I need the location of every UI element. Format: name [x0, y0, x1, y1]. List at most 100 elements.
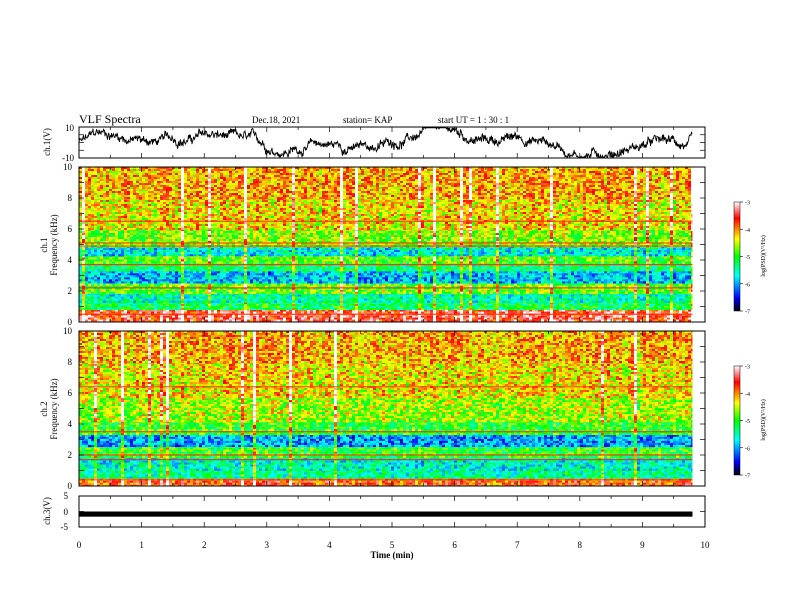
spectrogram-cell	[511, 296, 515, 299]
spectrogram-cell	[196, 307, 200, 311]
spectrogram-cell	[82, 307, 86, 311]
spectrogram-cell	[364, 311, 368, 314]
spectrogram-cell	[499, 271, 503, 274]
spectrogram-cell	[340, 271, 344, 274]
spectrogram-cell	[340, 296, 344, 299]
spectrogram-cell	[628, 285, 632, 288]
spectrogram-cell	[655, 300, 659, 303]
spectrogram-cell	[163, 315, 167, 318]
spectrogram-cell	[475, 307, 479, 311]
spectrogram-cell	[478, 291, 482, 294]
spectrogram-cell	[370, 309, 374, 312]
spectrogram-cell	[106, 285, 110, 288]
spectrogram-cell	[652, 287, 656, 290]
spectrogram-cell	[514, 285, 518, 288]
spectrogram-cell	[334, 271, 338, 274]
spectrogram-cell	[568, 300, 572, 303]
spectrogram-cell	[574, 309, 578, 312]
spectrogram-cell	[457, 287, 461, 290]
spectrogram-cell	[220, 315, 224, 318]
spectrogram-cell	[499, 311, 503, 314]
spectrogram-cell	[547, 303, 551, 307]
spectrogram-cell	[319, 287, 323, 290]
spectrogram-cell	[334, 311, 338, 314]
spectrogram-cell	[103, 296, 107, 299]
spectrogram-cell	[400, 291, 404, 294]
spectrogram-cell	[511, 287, 515, 290]
spectrogram-cell	[88, 291, 92, 294]
spectrogram-cell	[289, 305, 293, 309]
spectrogram-cell	[472, 298, 476, 301]
spectrogram-cell	[163, 287, 167, 290]
spectrogram-cell	[304, 283, 308, 286]
spectrogram-cell	[241, 283, 245, 286]
spectrogram-cell	[511, 303, 515, 307]
spectrogram-cell	[478, 294, 482, 297]
spectrogram-cell	[283, 307, 287, 311]
spectrogram-cell	[136, 283, 140, 286]
spectrogram-cell	[79, 305, 83, 309]
spectrogram-cell	[223, 303, 227, 307]
spectrogram-cell	[193, 315, 197, 318]
spectrogram-cell	[385, 287, 389, 290]
spectrogram-cell	[274, 287, 278, 290]
spectrogram-cell	[151, 319, 155, 322]
spectrogram-cell	[490, 305, 494, 309]
spectrogram-cell	[622, 287, 626, 290]
spectrogram-cell	[211, 289, 215, 292]
spectrogram-cell	[463, 285, 467, 288]
spectrogram-cell	[394, 285, 398, 288]
spectrogram-cell	[622, 298, 626, 301]
spectrogram-cell	[220, 317, 224, 320]
spectrogram-cell	[601, 298, 605, 301]
spectrogram-cell	[334, 294, 338, 297]
spectrogram-cell	[535, 285, 539, 288]
spectrogram-cell	[643, 309, 647, 312]
spectrogram-cell	[454, 300, 458, 303]
spectrogram-cell	[664, 285, 668, 288]
spectrogram-cell	[580, 315, 584, 318]
spectrogram-cell	[382, 317, 386, 320]
spectrogram-cell	[637, 271, 641, 274]
spectrogram-cell	[469, 289, 473, 292]
spectrogram-cell	[631, 296, 635, 299]
spectrogram-cell	[286, 294, 290, 297]
spectrogram-cell	[574, 291, 578, 294]
spectrogram-cell	[85, 285, 89, 288]
spectrogram-cell	[400, 319, 404, 322]
spectrogram-cell	[502, 305, 506, 309]
spectrogram-cell	[649, 287, 653, 290]
spectrogram-cell	[421, 283, 425, 286]
spectrogram-cell	[376, 317, 380, 320]
spectrogram-cell	[577, 301, 581, 305]
spectrogram-cell	[340, 287, 344, 290]
spectrogram-cell	[481, 303, 485, 307]
spectrogram-cell	[226, 285, 230, 288]
spectrogram-cell	[331, 300, 335, 303]
spectrogram-cell	[379, 283, 383, 286]
spectrogram-cell	[190, 307, 194, 311]
spectrogram-cell	[406, 300, 410, 303]
spectrogram-cell	[595, 305, 599, 309]
spectrogram-cell	[346, 271, 350, 274]
spectrogram-cell	[205, 309, 209, 312]
spectrogram-cell	[598, 283, 602, 286]
spectrogram-cell	[109, 301, 113, 305]
spectrogram-cell	[415, 319, 419, 322]
spectrogram-cell	[460, 307, 464, 311]
spectrogram-cell	[451, 300, 455, 303]
spectrogram-cell	[562, 319, 566, 322]
spectrogram-cell	[391, 296, 395, 299]
spectrogram-cell	[373, 311, 377, 314]
spectrogram-cell	[280, 305, 284, 309]
spectrogram-cell	[136, 291, 140, 294]
spectrogram-cell	[592, 285, 596, 288]
spectrogram-cell	[439, 301, 443, 305]
spectrogram-cell	[436, 300, 440, 303]
spectrogram-cell	[685, 300, 689, 303]
spectrogram-cell	[214, 305, 218, 309]
spectrogram-cell	[451, 285, 455, 288]
spectrogram-cell	[259, 303, 263, 307]
spectrogram-cell	[622, 300, 626, 303]
spectrogram-cell	[520, 317, 524, 320]
